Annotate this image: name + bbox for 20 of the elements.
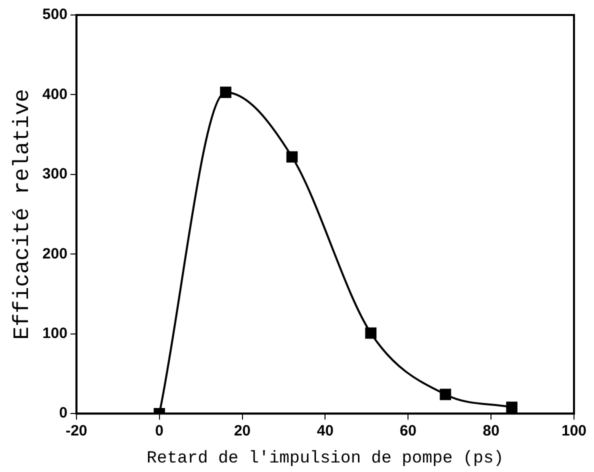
y-tick-label: 300: [42, 166, 68, 183]
x-axis-title: Retard de l'impulsion de pompe (ps): [146, 449, 504, 468]
point: [440, 388, 452, 400]
y-tick-label: 200: [42, 245, 68, 262]
y-axis-title: Efficacité relative: [10, 88, 36, 340]
x-tick-label: 60: [400, 422, 416, 440]
x-tick-label: 100: [561, 422, 587, 440]
y-tick-label: 400: [42, 86, 68, 103]
x-tick-label: -20: [66, 422, 88, 440]
y-tick-label: 0: [59, 404, 68, 422]
point: [365, 327, 376, 339]
point: [506, 402, 518, 413]
x-tick-label: 40: [316, 422, 334, 440]
y-tick-label: 100: [42, 325, 68, 342]
point: [220, 86, 232, 98]
x-tick-label: 80: [482, 422, 500, 440]
x-tick-label: 0: [155, 422, 164, 440]
y-tick-label: 500: [42, 6, 68, 24]
x-tick-label: 20: [234, 422, 251, 440]
point: [286, 151, 298, 163]
